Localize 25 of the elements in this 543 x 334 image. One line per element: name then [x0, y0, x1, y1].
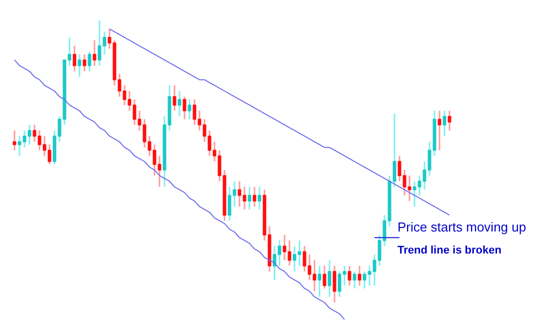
candlestick: [322, 265, 326, 290]
candlestick: [328, 259, 332, 298]
candlestick: [82, 54, 86, 72]
candlestick: [78, 54, 82, 78]
candlestick: [172, 84, 176, 112]
candlestick: [332, 265, 336, 304]
candlestick: [12, 130, 16, 151]
candlestick: [92, 39, 96, 66]
candlestick: [72, 45, 76, 72]
candlestick: [352, 270, 356, 290]
candlestick: [358, 265, 362, 286]
candlestick: [182, 96, 186, 120]
annotation: Trend line is broken: [398, 244, 502, 256]
candlestick: [258, 186, 262, 210]
annotation: Price starts moving up: [398, 220, 526, 234]
candlestick: [178, 90, 182, 118]
candlestick: [348, 265, 352, 286]
candlestick: [188, 98, 192, 120]
candlestick: [448, 110, 452, 132]
candlestick: [438, 110, 442, 151]
candlestick: [318, 265, 322, 298]
candlestick: [88, 50, 92, 72]
candlestick: [252, 186, 256, 208]
candlestick: [442, 110, 446, 137]
candlestick: [248, 186, 252, 210]
